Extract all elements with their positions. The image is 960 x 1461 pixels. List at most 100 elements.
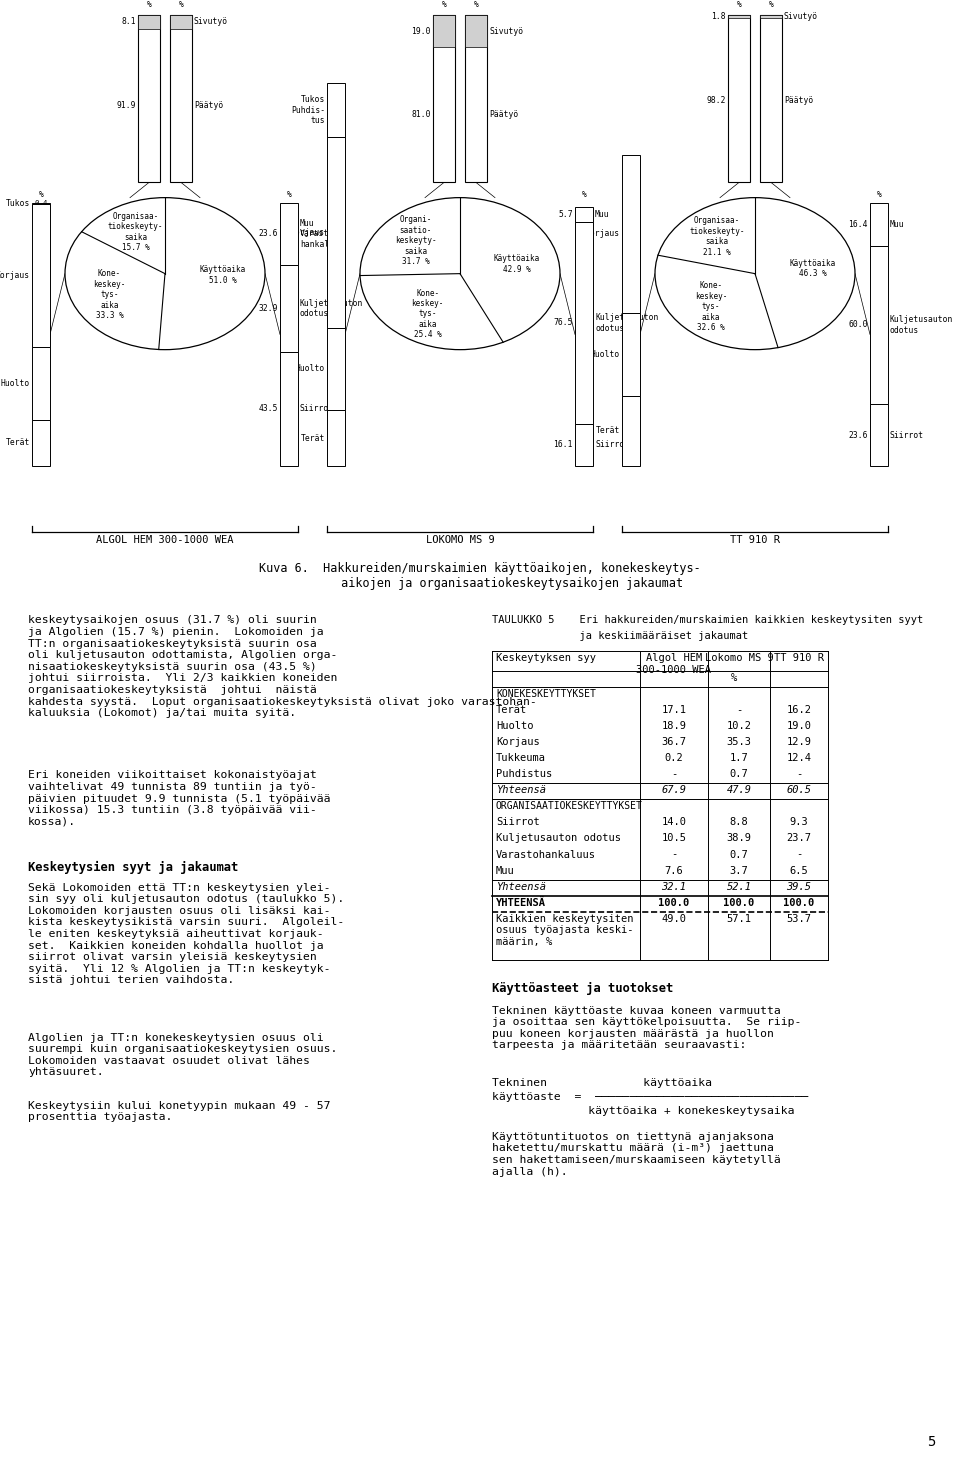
Text: 72.2: 72.2 <box>327 229 345 235</box>
Text: 39.5: 39.5 <box>786 881 811 891</box>
Text: Huolto: Huolto <box>496 722 534 732</box>
Bar <box>728 15 750 18</box>
Text: LOKOMO MS 9: LOKOMO MS 9 <box>425 535 494 545</box>
Text: 31.4: 31.4 <box>622 351 640 356</box>
Text: 1.8: 1.8 <box>711 12 726 22</box>
Text: Eri koneiden viikoittaiset kokonaistyöajat
vaihtelivat 49 tunnista 89 tuntiin ja: Eri koneiden viikoittaiset kokonaistyöaj… <box>28 770 330 827</box>
Text: Keskeytyksen syy: Keskeytyksen syy <box>496 653 596 663</box>
Text: 38.9: 38.9 <box>727 833 752 843</box>
Text: ja keskiimääräiset jakaumat: ja keskiimääräiset jakaumat <box>492 631 748 641</box>
Text: Tukkeuma: Tukkeuma <box>496 754 546 764</box>
Text: Tukos: Tukos <box>6 199 30 207</box>
Text: 60.5: 60.5 <box>786 786 811 795</box>
Text: keskeytysaikojen osuus (31.7 %) oli suurin
ja Algolien (15.7 %) pienin.  Lokomoi: keskeytysaikojen osuus (31.7 %) oli suur… <box>28 615 537 719</box>
Text: 10.5: 10.5 <box>661 833 686 843</box>
Text: 53.7: 53.7 <box>786 913 811 923</box>
Text: 100.0: 100.0 <box>724 897 755 907</box>
Text: Sivutyö: Sivutyö <box>194 18 228 26</box>
Text: Muu: Muu <box>890 219 904 229</box>
Text: Tekninen käyttöaste kuvaa koneen varmuutta
ja osoittaa sen käyttökelpoisuutta.  : Tekninen käyttöaste kuvaa koneen varmuut… <box>492 1005 802 1050</box>
Text: 0.7: 0.7 <box>730 770 749 780</box>
Bar <box>622 313 640 396</box>
Bar <box>760 15 782 18</box>
Text: %: % <box>582 190 587 199</box>
Text: Korjaus: Korjaus <box>291 228 325 237</box>
Text: 3.7: 3.7 <box>730 865 749 875</box>
Text: Huolto: Huolto <box>590 349 620 359</box>
Text: Keskeytysien syyt ja jakaumat: Keskeytysien syyt ja jakaumat <box>28 861 238 874</box>
Text: Kuljetusauton
odotus: Kuljetusauton odotus <box>890 316 953 335</box>
Text: Käyttöasteet ja tuotokset: Käyttöasteet ja tuotokset <box>492 982 673 995</box>
Text: TT 910 R: TT 910 R <box>730 535 780 545</box>
Text: Muu
Varasto-
hankaluus: Muu Varasto- hankaluus <box>300 219 344 248</box>
Text: %: % <box>769 0 774 9</box>
Text: 26.8: 26.8 <box>622 428 640 434</box>
Text: 54.2: 54.2 <box>32 272 50 278</box>
Bar <box>728 15 750 183</box>
Text: ALGOL HEM 300-1000 WEA: ALGOL HEM 300-1000 WEA <box>96 535 233 545</box>
Text: 23.6: 23.6 <box>258 229 278 238</box>
Text: 0.2: 0.2 <box>664 754 684 764</box>
Text: 8.8: 8.8 <box>730 818 749 827</box>
Text: %: % <box>876 190 881 199</box>
Text: Kuljetusauton odotus: Kuljetusauton odotus <box>496 833 621 843</box>
Text: 20.5: 20.5 <box>327 107 345 114</box>
Text: käyttöaste  =  ───────────────────────────────: käyttöaste = ───────────────────────────… <box>492 1091 808 1102</box>
Text: 5: 5 <box>926 1435 935 1449</box>
Text: Organisaa-
tiokeskeyty-
saika
21.1 %: Organisaa- tiokeskeyty- saika 21.1 % <box>689 216 745 257</box>
Text: KONEKESKEYTTYKSET: KONEKESKEYTTYKSET <box>496 690 596 700</box>
Text: Huolto: Huolto <box>1 378 30 387</box>
Text: Päätyö: Päätyö <box>489 110 518 120</box>
Bar <box>32 419 50 466</box>
Text: Muu: Muu <box>595 210 610 219</box>
Text: 81.0: 81.0 <box>412 110 431 120</box>
Text: 17.1: 17.1 <box>661 706 686 716</box>
Text: Kone-
keskey-
tys-
aika
32.6 %: Kone- keskey- tys- aika 32.6 % <box>695 282 727 332</box>
Text: 16.4: 16.4 <box>849 219 868 229</box>
Text: Siirrot: Siirrot <box>595 441 629 450</box>
Bar <box>575 222 593 424</box>
Bar <box>32 346 50 419</box>
Text: 19.0: 19.0 <box>412 26 431 35</box>
Bar <box>280 264 298 352</box>
Text: 0.7: 0.7 <box>730 849 749 859</box>
Text: Korjaus: Korjaus <box>496 738 540 748</box>
Text: Keskeytysiin kului konetyypin mukaan 49 - 57
prosenttia työajasta.: Keskeytysiin kului konetyypin mukaan 49 … <box>28 1100 330 1122</box>
Text: 18.9: 18.9 <box>661 722 686 732</box>
Text: -: - <box>796 770 803 780</box>
Text: 0.4: 0.4 <box>35 200 48 206</box>
Text: Kaikkien keskeytysiten
osuus työajasta keski-
määrin, %: Kaikkien keskeytysiten osuus työajasta k… <box>496 913 634 947</box>
Text: ORGANISAATIOKESKEYTTYKSET: ORGANISAATIOKESKEYTTYKSET <box>496 802 643 811</box>
Text: %: % <box>736 0 741 9</box>
Bar <box>465 15 487 47</box>
Bar <box>870 203 888 245</box>
Text: -: - <box>796 849 803 859</box>
Bar <box>280 203 298 264</box>
Bar <box>32 203 50 346</box>
Text: Organisaa-
tiokeskeyty-
saika
15.7 %: Organisaa- tiokeskeyty- saika 15.7 % <box>108 212 163 253</box>
Text: YHTEENSÄ: YHTEENSÄ <box>496 897 546 907</box>
Text: Käyttötuntituotos on tiettynä ajanjaksona
haketettu/murskattu määrä (i-m³) jaett: Käyttötuntituotos on tiettynä ajanjakson… <box>492 1132 780 1176</box>
Bar <box>327 137 345 327</box>
Bar <box>870 245 888 405</box>
Text: %: % <box>38 190 43 199</box>
Text: Siirrot: Siirrot <box>300 405 334 413</box>
Text: Sekä Lokomoiden että TT:n keskeytysien ylei-
sin syy oli kuljetusauton odotus (t: Sekä Lokomoiden että TT:n keskeytysien y… <box>28 882 345 985</box>
Text: 23.7: 23.7 <box>786 833 811 843</box>
Text: 35.3: 35.3 <box>727 738 752 748</box>
Text: TAULUKKO 5    Eri hakkureiden/murskaimien kaikkien keskeytysiten syyt: TAULUKKO 5 Eri hakkureiden/murskaimien k… <box>492 615 924 625</box>
Text: Käyttöaika
46.3 %: Käyttöaika 46.3 % <box>789 259 836 278</box>
Text: 12.9: 12.9 <box>786 738 811 748</box>
Bar <box>327 327 345 411</box>
Bar <box>622 396 640 466</box>
Bar <box>433 15 455 183</box>
Text: Tekninen              käyttöaika: Tekninen käyttöaika <box>492 1078 712 1087</box>
Text: 1.7: 1.7 <box>730 754 749 764</box>
Text: -: - <box>736 706 742 716</box>
Text: Sivutyö: Sivutyö <box>784 12 818 22</box>
Text: Puhdistus: Puhdistus <box>496 770 552 780</box>
Text: 47.9: 47.9 <box>727 786 752 795</box>
Text: -: - <box>671 849 677 859</box>
Text: 10.2: 10.2 <box>727 722 752 732</box>
Bar <box>170 15 192 29</box>
